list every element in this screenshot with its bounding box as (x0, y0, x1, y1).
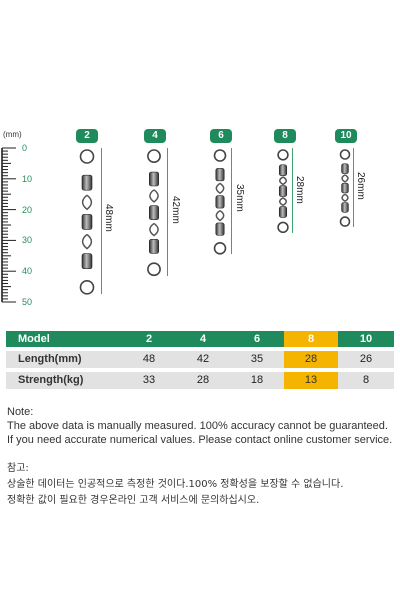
length-label-6: 35mm (234, 184, 245, 212)
note-line-ko: 상술한 데이터는 인공적으로 측정한 것이다.100% 정확성을 보장할 수 없… (7, 479, 344, 490)
length-label-10: 26mm (355, 172, 366, 200)
table-cell: 26 (359, 353, 373, 365)
table-header-row: Model 2 4 6 8 10 (6, 331, 394, 347)
swivel-illustrations (79, 149, 351, 295)
size-badge-10: 10 (335, 129, 357, 143)
note-line-ko: 정확한 값이 필요한 경우온라인 고객 서비스에 문의하십시오. (7, 495, 260, 506)
table-cell: 42 (196, 353, 210, 365)
ruler-tick-label: 30 (22, 235, 33, 246)
table-cell: 18 (250, 374, 264, 386)
header-label: Model (18, 333, 50, 345)
ruler-tick-label: 50 (22, 297, 33, 307)
ruler-tick-label: 0 (22, 143, 28, 153)
swivel-6 (213, 149, 227, 255)
table-cell: 8 (362, 374, 370, 386)
ruler-tick-label: 40 (22, 266, 33, 277)
length-line-10 (353, 148, 354, 227)
table-row: Strength(kg) 33 28 18 13 8 (6, 372, 394, 389)
row-label: Length(mm) (18, 353, 82, 365)
length-label-4: 42mm (170, 196, 181, 224)
size-badge-8: 8 (274, 129, 296, 143)
length-line-6 (231, 148, 232, 254)
row-label: Strength(kg) (18, 374, 84, 386)
ruler (1, 147, 16, 303)
length-label-2: 48mm (103, 204, 114, 232)
header-cell: 4 (199, 333, 207, 345)
size-badge-4: 4 (144, 129, 166, 143)
header-cell: 10 (359, 333, 373, 345)
table-row: Length(mm) 48 42 35 28 26 (6, 351, 394, 368)
header-cell: 6 (253, 333, 261, 345)
length-label-8: 28mm (294, 176, 305, 204)
swivel-2 (79, 149, 95, 295)
table-cell: 33 (142, 374, 156, 386)
table-cell: 28 (196, 374, 210, 386)
table-cell: 35 (250, 353, 264, 365)
ruler-tick-label: 10 (22, 173, 33, 184)
length-line-8 (292, 148, 293, 233)
length-line-4 (167, 148, 168, 276)
swivel-8 (277, 149, 289, 234)
swivel-4 (147, 149, 161, 277)
ruler-unit-label: (mm) (3, 130, 22, 139)
ruler-tick-label: 20 (22, 204, 33, 215)
size-badge-2: 2 (76, 129, 98, 143)
note-title-ko: 참고: (7, 463, 29, 474)
header-cell-highlight: 8 (284, 331, 338, 347)
swivel-10 (339, 149, 351, 227)
header-cell: 2 (145, 333, 153, 345)
table-cell-highlight: 13 (284, 372, 338, 389)
note-title: Note: (7, 406, 34, 418)
spec-table: Model 2 4 6 8 10 Length(mm) 48 42 35 28 … (6, 331, 394, 393)
size-badge-6: 6 (210, 129, 232, 143)
notes: Note: The above data is manually measure… (7, 405, 397, 509)
table-cell: 48 (142, 353, 156, 365)
note-line: If you need accurate numerical values. P… (7, 434, 393, 446)
length-line-2 (101, 148, 102, 294)
table-cell-highlight: 28 (284, 351, 338, 368)
note-line: The above data is manually measured. 100… (7, 420, 388, 432)
